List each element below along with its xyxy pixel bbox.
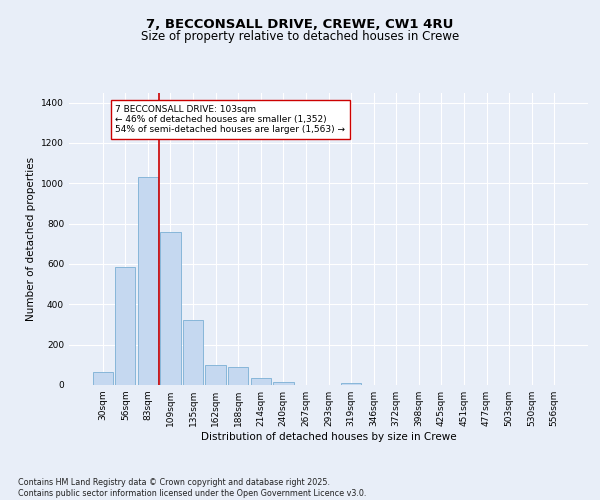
Bar <box>92 372 113 385</box>
Bar <box>273 382 293 385</box>
Bar <box>183 320 203 385</box>
Bar <box>205 365 226 385</box>
Bar <box>341 383 361 385</box>
Bar <box>228 367 248 385</box>
Bar <box>138 177 158 385</box>
X-axis label: Distribution of detached houses by size in Crewe: Distribution of detached houses by size … <box>200 432 457 442</box>
Bar <box>115 267 136 385</box>
Text: Contains HM Land Registry data © Crown copyright and database right 2025.
Contai: Contains HM Land Registry data © Crown c… <box>18 478 367 498</box>
Text: 7, BECCONSALL DRIVE, CREWE, CW1 4RU: 7, BECCONSALL DRIVE, CREWE, CW1 4RU <box>146 18 454 30</box>
Bar <box>160 232 181 385</box>
Text: 7 BECCONSALL DRIVE: 103sqm
← 46% of detached houses are smaller (1,352)
54% of s: 7 BECCONSALL DRIVE: 103sqm ← 46% of deta… <box>115 104 345 134</box>
Text: Size of property relative to detached houses in Crewe: Size of property relative to detached ho… <box>141 30 459 43</box>
Y-axis label: Number of detached properties: Number of detached properties <box>26 156 35 321</box>
Bar <box>251 378 271 385</box>
